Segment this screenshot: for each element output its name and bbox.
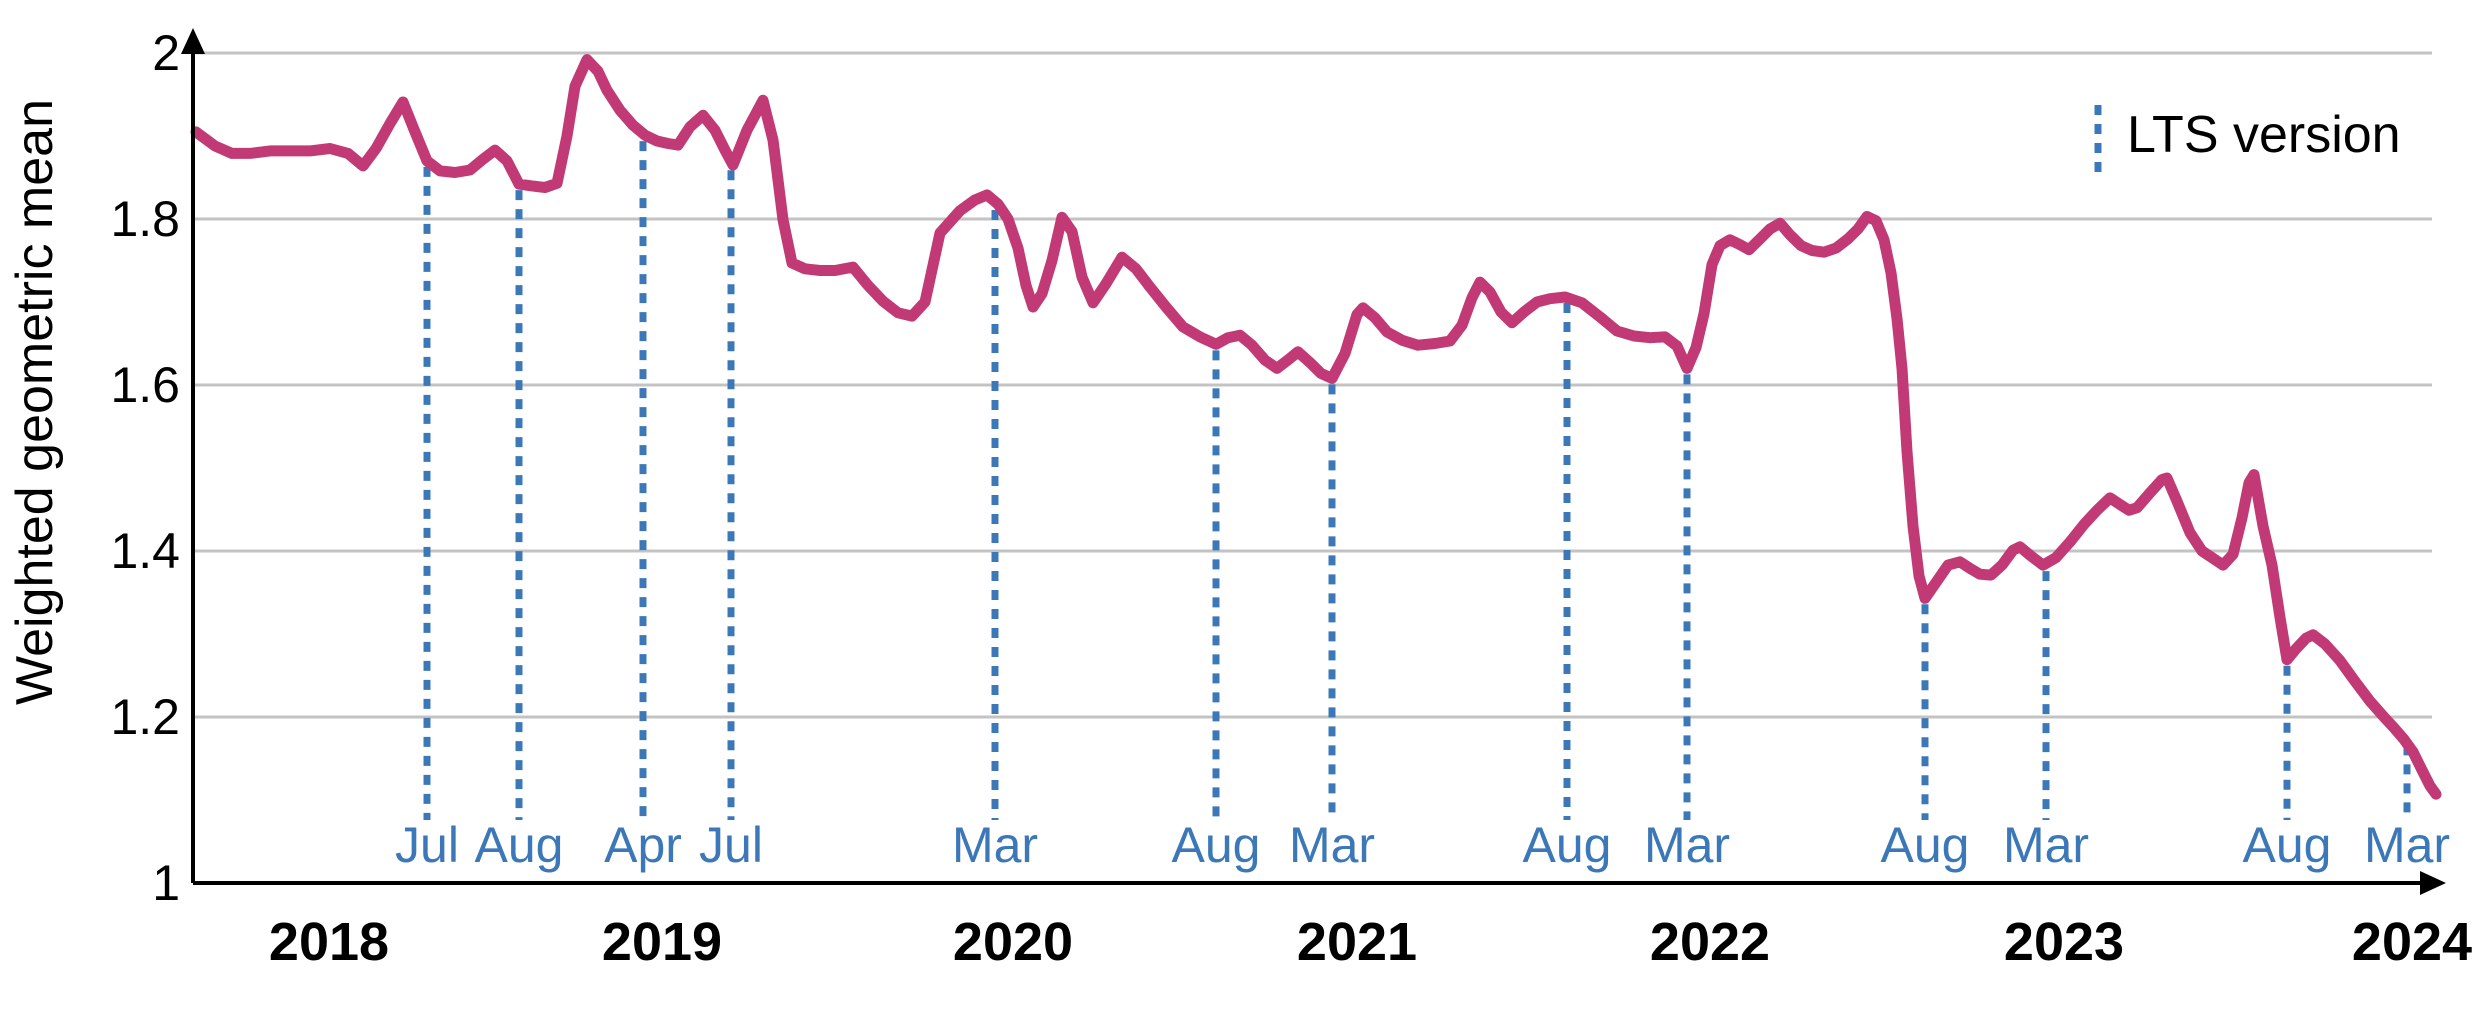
lts-month-label: Mar	[2364, 817, 2450, 873]
lts-month-label: Mar	[1644, 817, 1730, 873]
lts-month-label: Mar	[1289, 817, 1375, 873]
y-tick-label: 1.8	[110, 191, 180, 247]
lts-month-label: Aug	[475, 817, 564, 873]
x-tick-label: 2021	[1297, 912, 1417, 972]
series-line	[190, 54, 2442, 800]
lts-month-label: Mar	[2003, 817, 2089, 873]
tick-labels-layer: 2 1.8 1.6 1.4 1.2 1 2018 2019 2020 2021 2022 2023 20…	[110, 25, 2472, 972]
lts-month-label: Mar	[952, 817, 1038, 873]
x-axis-arrow-icon	[2420, 871, 2446, 895]
x-tick-label: 2020	[953, 912, 1073, 972]
y-tick-label: 1	[152, 855, 180, 911]
lts-month-label: Jul	[395, 817, 459, 873]
axes-layer	[181, 28, 2446, 895]
lts-month-label: Aug	[1172, 817, 1261, 873]
legend: LTS version	[2094, 105, 2401, 172]
lts-month-label: Apr	[604, 817, 682, 873]
y-tick-label: 2	[152, 25, 180, 81]
y-tick-label: 1.6	[110, 357, 180, 413]
lts-month-label: Jul	[699, 817, 763, 873]
x-tick-label: 2019	[602, 912, 722, 972]
legend-label: LTS version	[2127, 106, 2401, 164]
lts-month-label: Aug	[1881, 817, 1970, 873]
x-tick-label: 2018	[269, 912, 389, 972]
x-tick-label: 2024	[2352, 912, 2472, 972]
lts-marker-layer: Jul Aug Apr Jul Mar Aug Mar Aug Mar Aug Mar Aug Mar	[395, 141, 2450, 873]
series-layer	[190, 54, 2442, 800]
x-tick-label: 2022	[1650, 912, 1770, 972]
y-axis-label: Weighted geometric mean	[6, 99, 64, 705]
y-tick-label: 1.2	[110, 689, 180, 745]
y-tick-label: 1.4	[110, 523, 180, 579]
lts-month-label: Aug	[1523, 817, 1612, 873]
y-axis-arrow-icon	[181, 28, 205, 54]
x-tick-label: 2023	[2004, 912, 2124, 972]
lts-month-label: Aug	[2243, 817, 2332, 873]
